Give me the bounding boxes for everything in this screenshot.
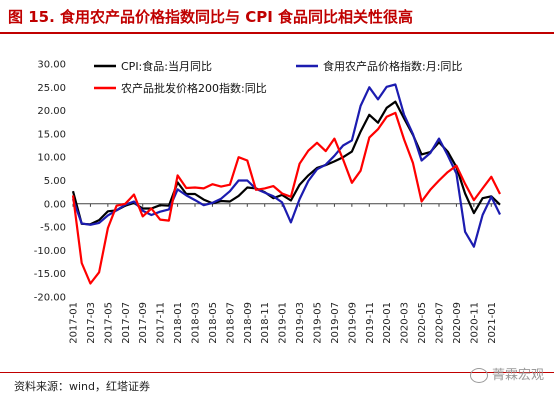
y-tick-label: -10.00 <box>34 246 66 257</box>
x-tick-label: 2017-09 <box>138 302 149 344</box>
x-tick-label: 2018-07 <box>225 302 236 344</box>
y-tick-label: 25.00 <box>37 83 66 94</box>
chart-title: 图 15. 食用农产品价格指数同比与 CPI 食品同比相关性很高 <box>8 8 414 26</box>
x-tick-label: 2018-05 <box>208 302 219 344</box>
x-tick-label: 2017-03 <box>86 302 97 344</box>
series-line-3 <box>71 111 501 285</box>
x-tick-label: 2017-11 <box>156 302 167 344</box>
x-tick-label: 2021-01 <box>487 302 498 344</box>
x-tick-label: 2019-11 <box>365 302 376 344</box>
x-tick-label: 2020-09 <box>452 302 463 344</box>
y-tick-label: 15.00 <box>37 129 66 140</box>
x-tick-label: 2017-07 <box>121 302 132 344</box>
x-tick-label: 2017-05 <box>103 302 114 344</box>
watermark: 菁霖宏观 <box>469 364 544 383</box>
y-tick-label: 10.00 <box>37 153 66 164</box>
x-tick-label: 2018-01 <box>173 302 184 344</box>
x-tick-label: 2018-03 <box>191 302 202 344</box>
legend-label-1: CPI:食品:当月同比 <box>121 59 212 73</box>
x-tick-label: 2019-01 <box>278 302 289 344</box>
y-tick-label: 30.00 <box>37 60 66 71</box>
x-tick-label: 2020-07 <box>435 302 446 344</box>
series-line-1 <box>71 100 501 226</box>
x-tick-label: 2020-01 <box>382 302 393 344</box>
chart-axes: -20.00 -15.00 -10.00 -5.00 0.00 5.00 10.00 15.0… <box>34 60 500 344</box>
wechat-icon <box>469 368 488 383</box>
x-tick-label: 2017-01 <box>69 302 80 344</box>
x-tick-label: 2019-05 <box>313 302 324 344</box>
x-tick-label: 2019-09 <box>347 302 358 344</box>
x-tick-label: 2018-11 <box>260 302 271 344</box>
x-tick-label: 2018-09 <box>243 302 254 344</box>
y-tick-label: 20.00 <box>37 106 66 117</box>
x-tick-label: 2020-03 <box>400 302 411 344</box>
source-note: 资料来源：wind，红塔证券 <box>14 380 151 393</box>
source-divider <box>0 372 554 373</box>
y-tick-label: 0.00 <box>44 199 66 210</box>
chart-series <box>71 83 501 285</box>
x-tick-label: 2020-11 <box>469 302 480 344</box>
watermark-text: 菁霖宏观 <box>491 368 544 383</box>
x-tick-label: 2020-05 <box>417 302 428 344</box>
legend-label-2: 食用农产品价格指数:月:同比 <box>323 59 462 73</box>
x-tick-label: 2019-07 <box>330 302 341 344</box>
y-tick-label: -20.00 <box>34 293 66 304</box>
x-tick-label: 2019-03 <box>295 302 306 344</box>
legend-label-3: 农产品批发价格200指数:同比 <box>121 81 267 95</box>
title-divider <box>0 32 554 34</box>
series-line-2 <box>71 83 501 248</box>
y-tick-label: -5.00 <box>40 223 66 234</box>
y-tick-label: -15.00 <box>34 269 66 280</box>
y-tick-label: 5.00 <box>44 176 66 187</box>
